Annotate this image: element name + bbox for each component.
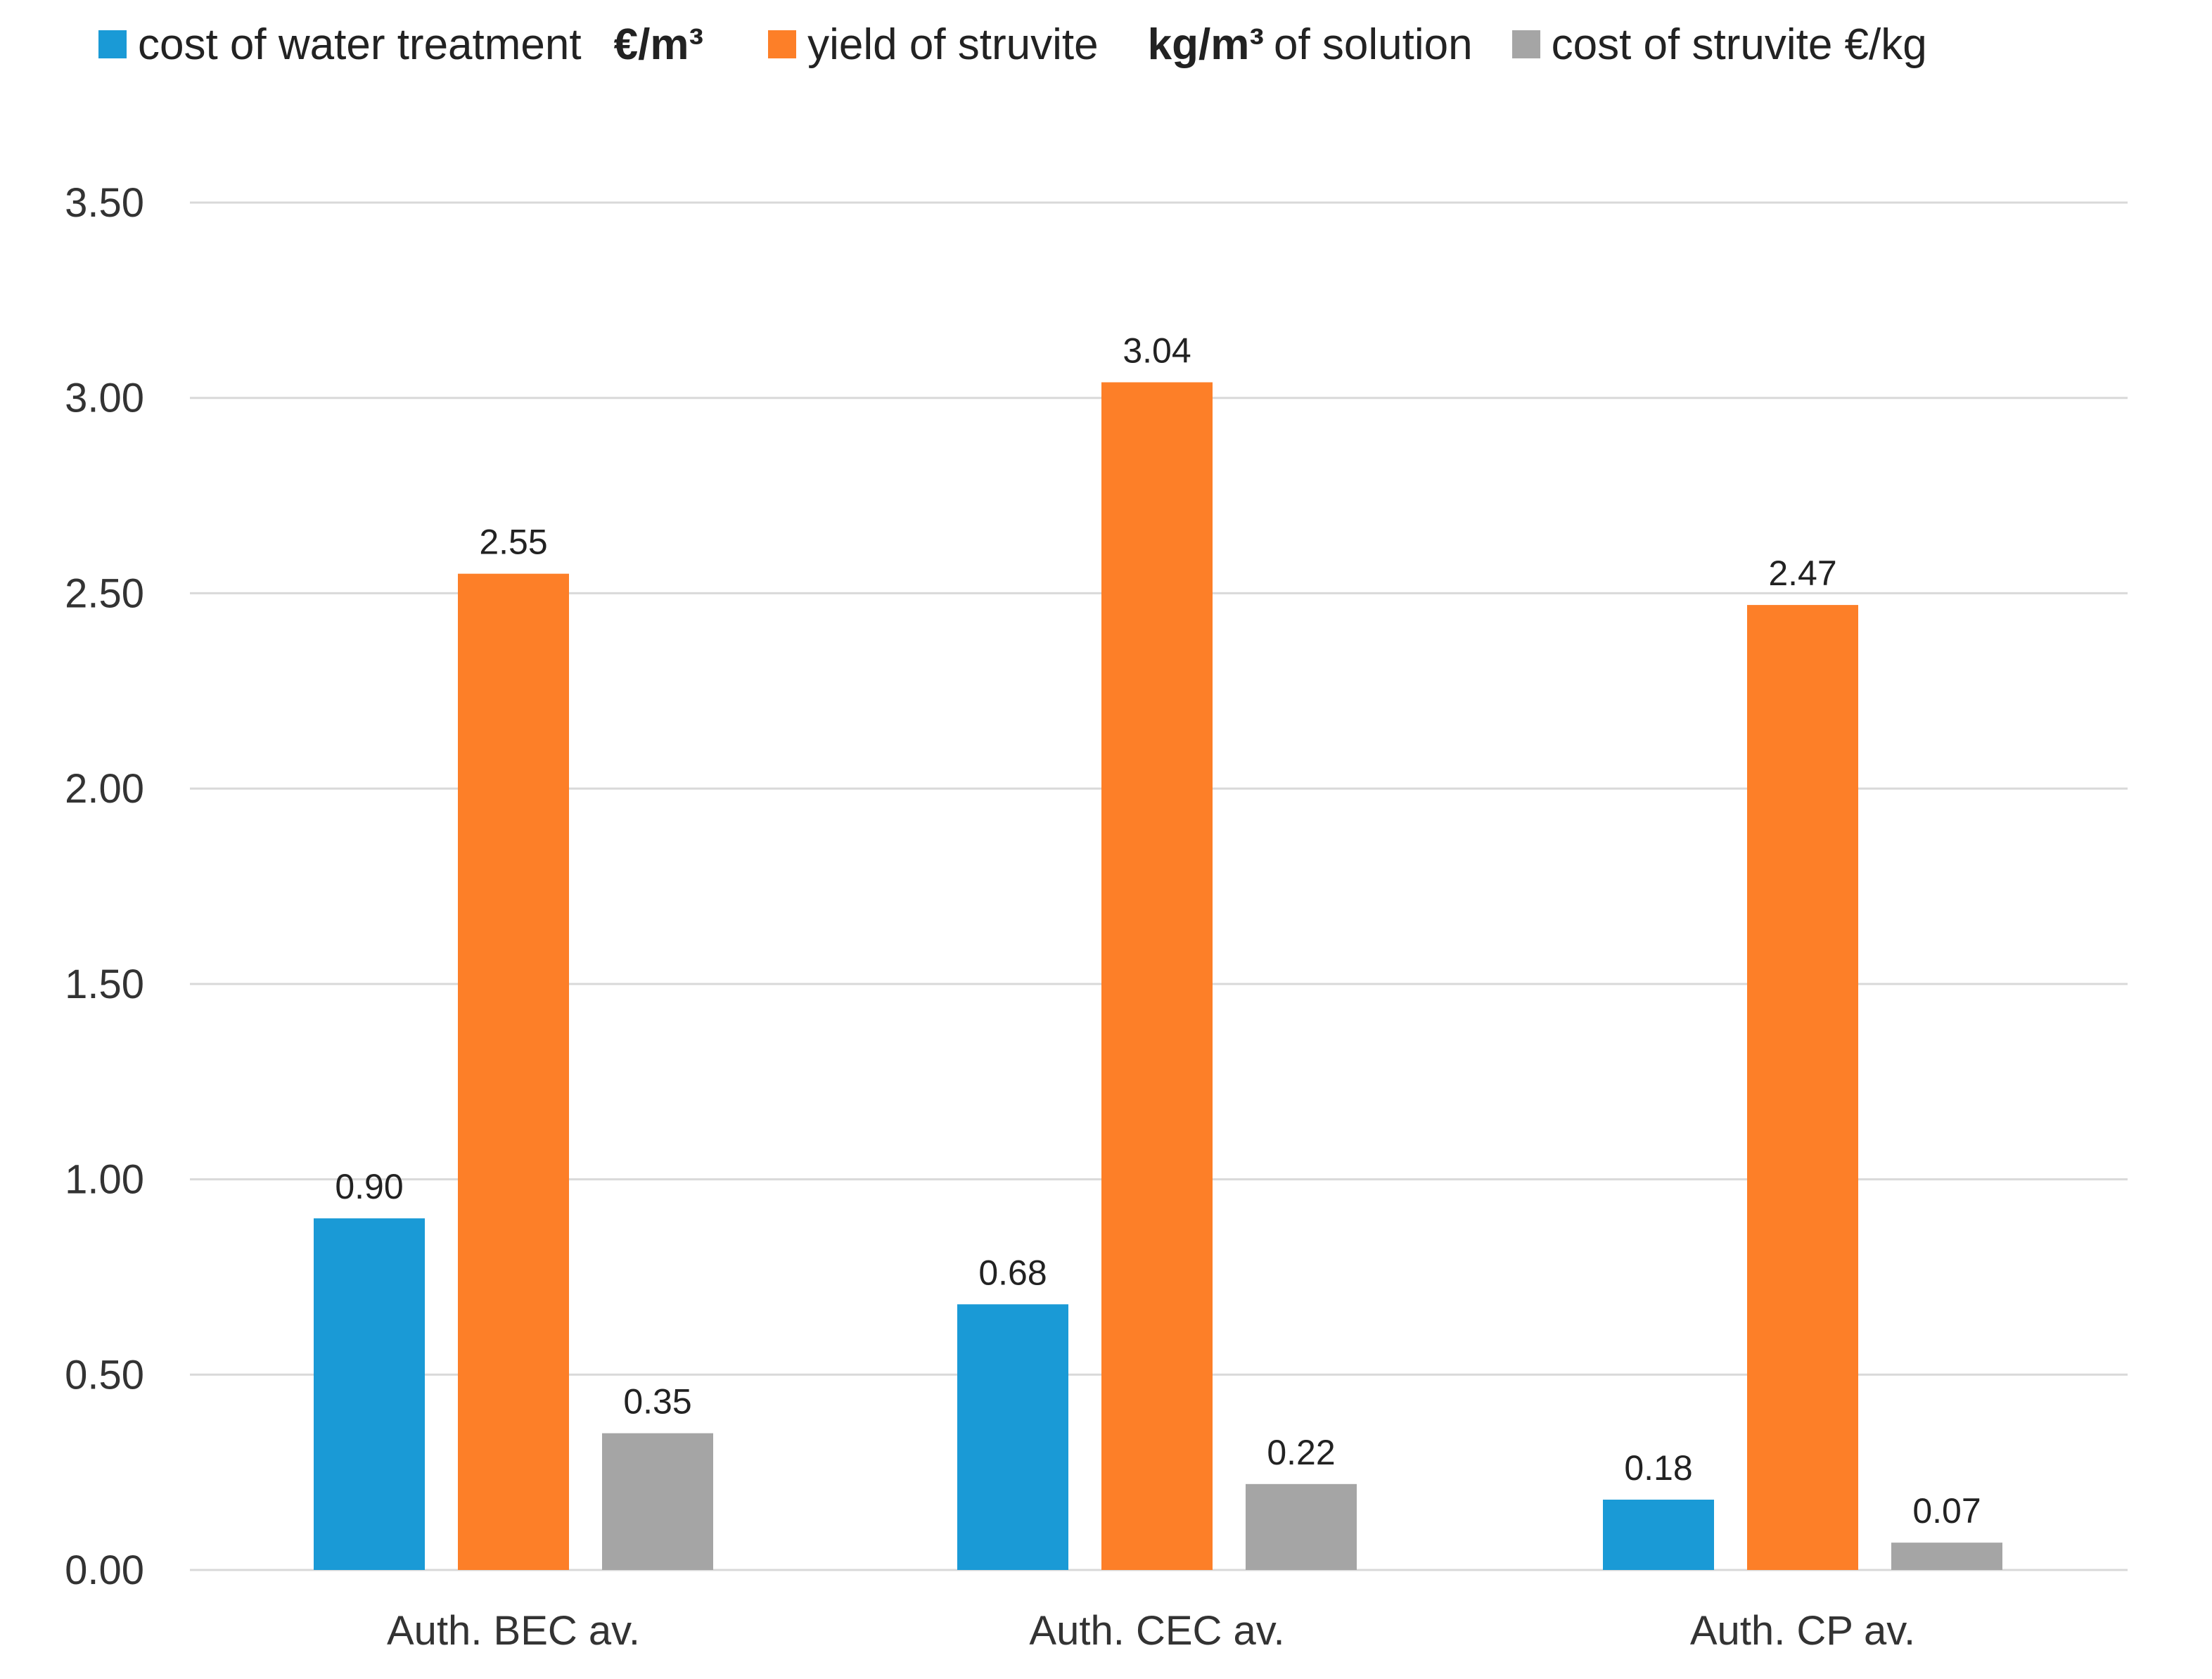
data-label-2-1: 2.55 [479, 523, 547, 562]
bar-1-3 [1603, 1500, 1714, 1570]
y-tick-label-3: 1.50 [65, 962, 144, 1007]
bar-2-2 [1101, 382, 1213, 1571]
legend: cost of water treatment €/m³ yield of st… [98, 13, 1927, 76]
data-label-1-3: 0.18 [1624, 1448, 1692, 1488]
y-tick-label-5: 2.50 [65, 570, 144, 616]
bar-2-1 [458, 573, 569, 1570]
y-tick-label-6: 3.00 [65, 376, 144, 421]
y-tick-label-7: 3.50 [65, 180, 144, 226]
legend-item-yield: yield of struvite kg/m³ of solution [768, 20, 1473, 70]
y-tick-label-1: 0.50 [65, 1352, 144, 1398]
data-label-1-2: 0.68 [978, 1253, 1047, 1292]
legend-label-yield: yield of struvite [807, 20, 1099, 69]
data-label-3-3: 0.07 [1912, 1491, 1981, 1531]
data-label-2-3: 2.47 [1768, 554, 1836, 593]
x-tick-label-2: Auth. CEC av. [1029, 1608, 1284, 1654]
data-label-2-2: 3.04 [1123, 331, 1191, 370]
y-tick-label-2: 1.00 [65, 1157, 144, 1203]
y-tick-label-4: 2.00 [65, 766, 144, 812]
y-tick-label-0: 0.00 [65, 1547, 144, 1593]
bar-1-2 [957, 1304, 1068, 1570]
data-label-1-1: 0.90 [335, 1167, 403, 1206]
bar-1-1 [314, 1218, 425, 1570]
bar-3-1 [602, 1433, 713, 1570]
legend-item-struvite-cost: cost of struvite €/kg [1511, 20, 1927, 70]
legend-item-water-treatment: cost of water treatment €/m³ [98, 20, 703, 70]
x-tick-label-1: Auth. BEC av. [387, 1608, 640, 1654]
legend-swatch-orange [768, 30, 797, 58]
legend-label-struvite-cost: cost of struvite €/kg [1551, 20, 1927, 69]
data-label-3-2: 0.22 [1267, 1433, 1335, 1472]
bar-3-3 [1891, 1543, 2002, 1570]
legend-unit-yield: kg/m³ [1147, 20, 1264, 69]
bar-2-3 [1747, 605, 1858, 1570]
legend-label-water-treatment: cost of water treatment [138, 20, 582, 69]
legend-unit-suffix-yield: of solution [1273, 20, 1473, 69]
x-tick-label-3: Auth. CP av. [1690, 1608, 1915, 1654]
data-label-3-1: 0.35 [623, 1382, 691, 1422]
legend-swatch-gray [1511, 30, 1540, 58]
legend-swatch-blue [98, 30, 127, 58]
legend-unit-water-treatment: €/m³ [613, 20, 704, 69]
bar-3-2 [1246, 1483, 1357, 1570]
